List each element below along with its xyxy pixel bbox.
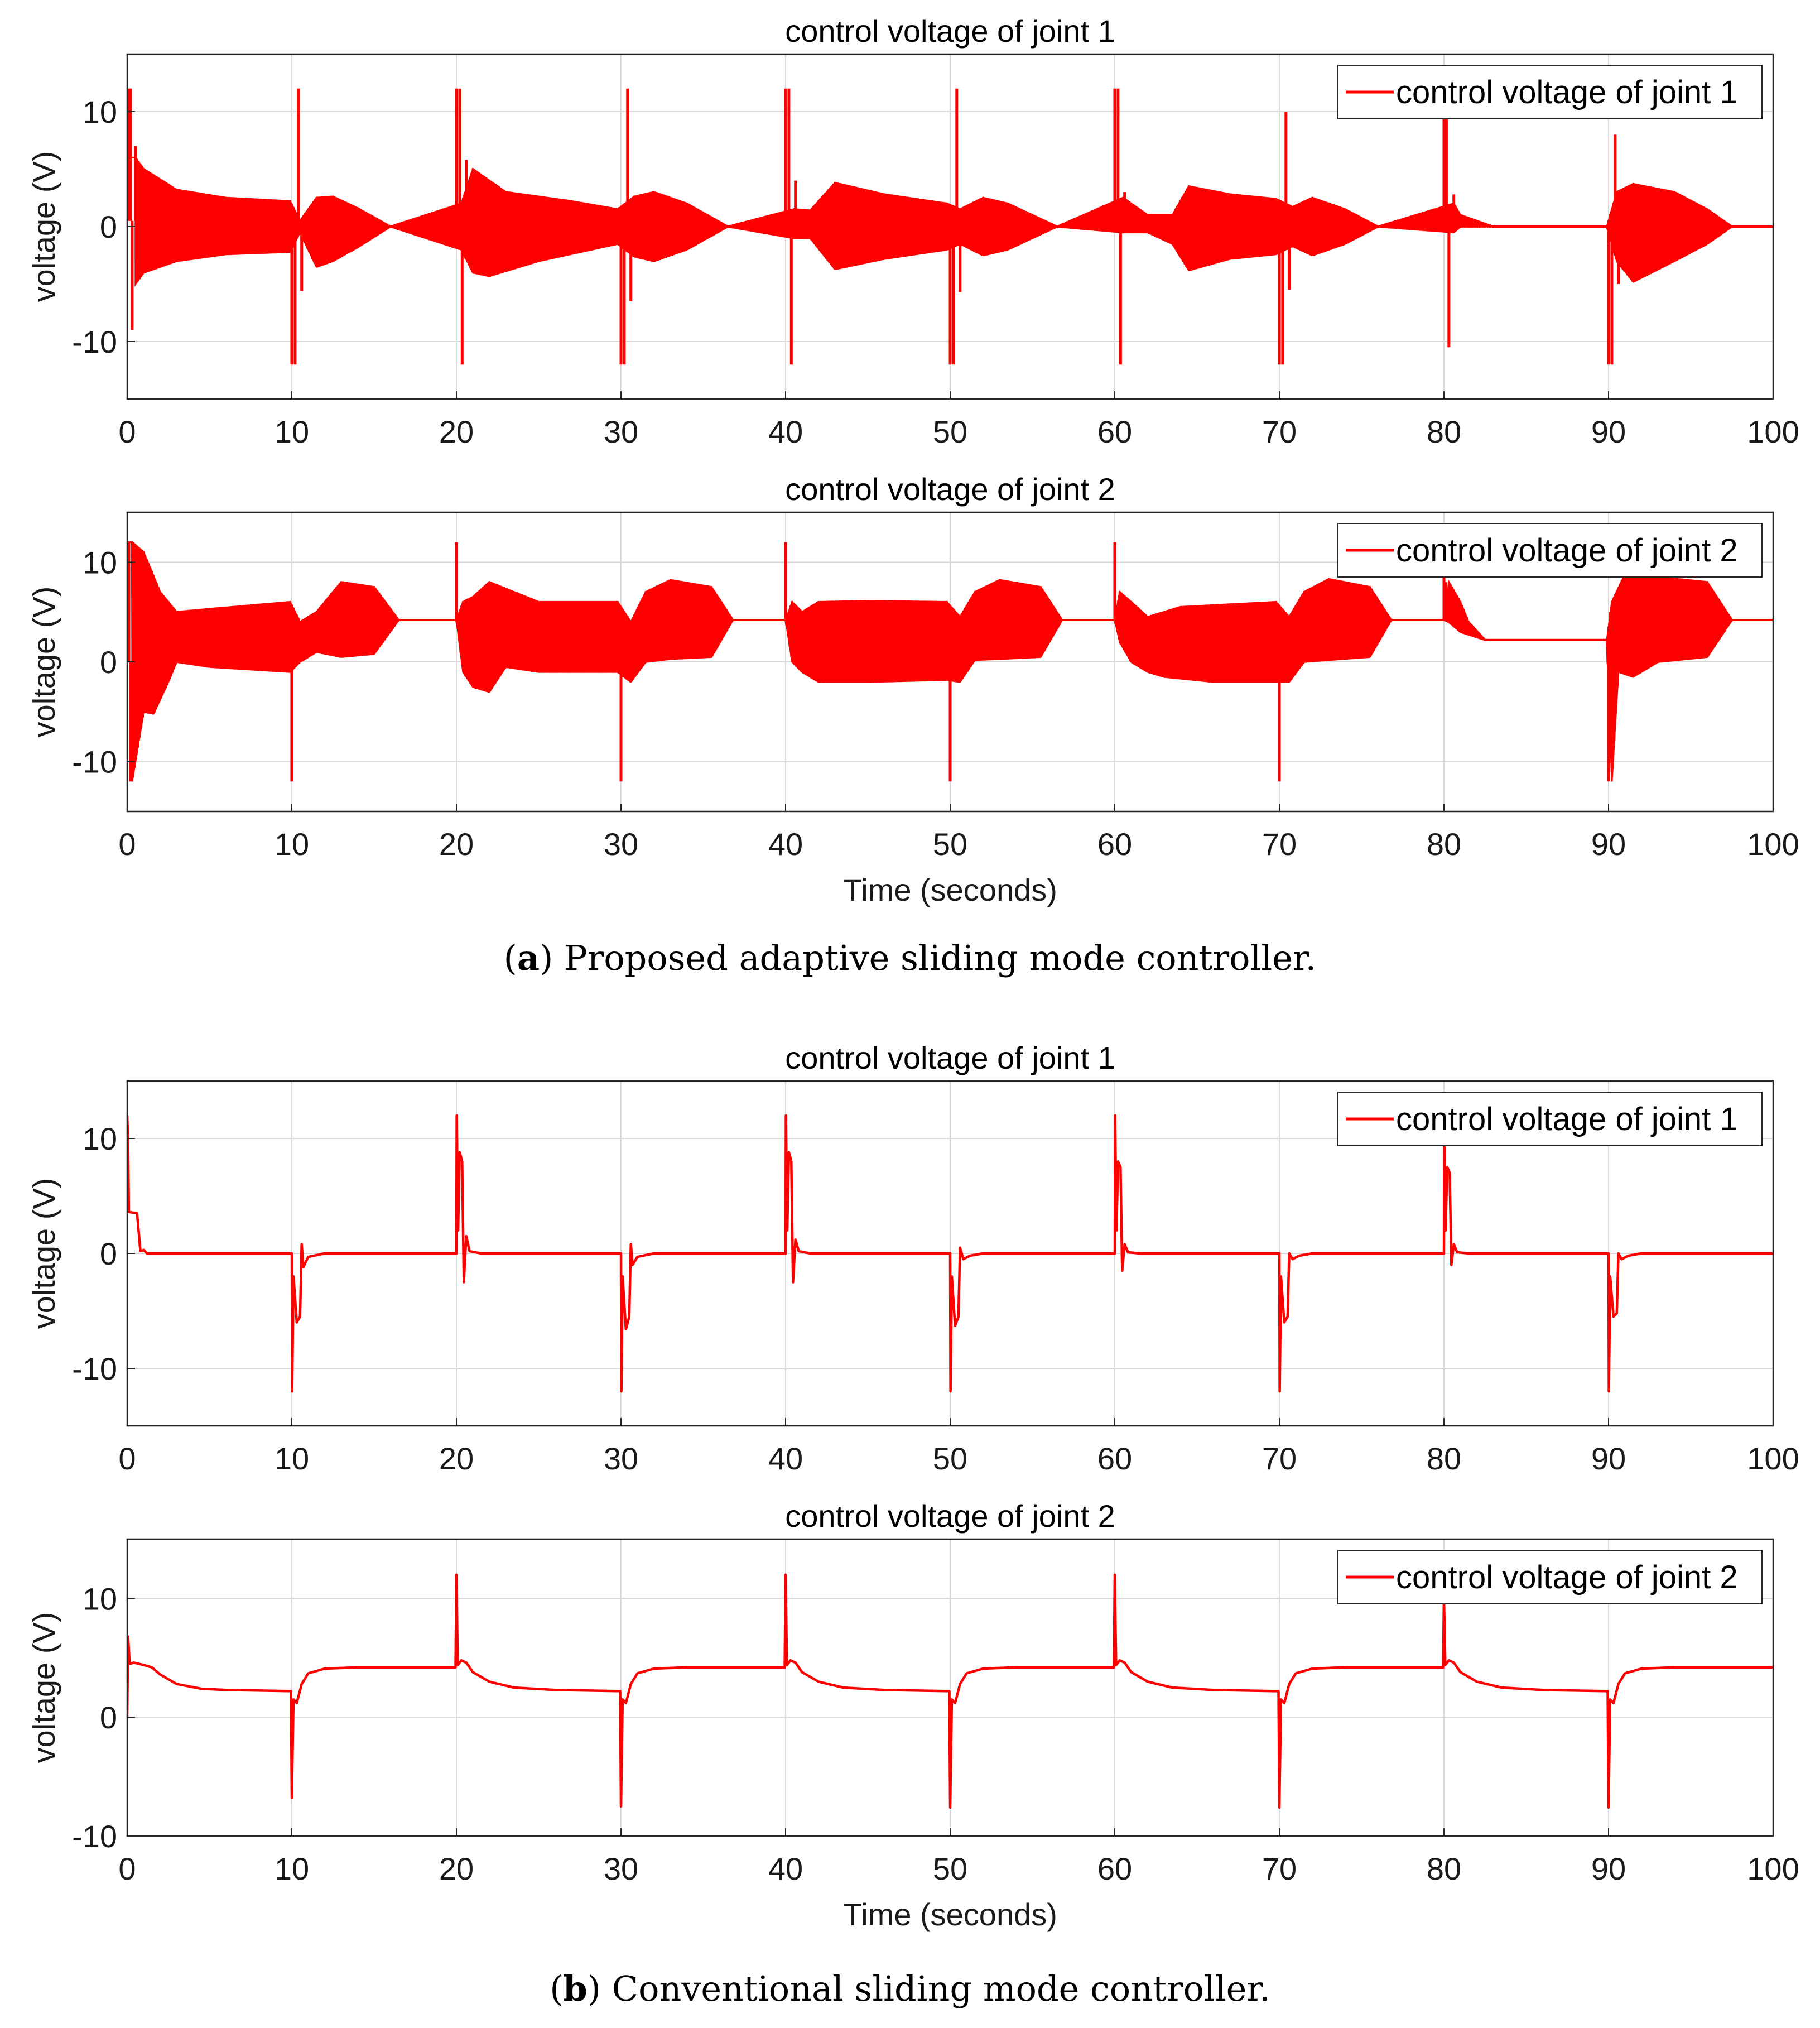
subplot-title: control voltage of joint 2 — [785, 1498, 1115, 1534]
y-axis-label: voltage (V) — [26, 1612, 61, 1763]
y-tick-label: 10 — [83, 1121, 117, 1156]
legend-label: control voltage of joint 1 — [1396, 74, 1738, 110]
legend-box — [1337, 1092, 1763, 1146]
series-line — [127, 1573, 1773, 1809]
x-tick-label: 40 — [768, 414, 803, 449]
legend-box — [1337, 1550, 1763, 1604]
caption-a-text: Proposed adaptive sliding mode controlle… — [564, 938, 1316, 978]
legend-label: control voltage of joint 2 — [1396, 1559, 1738, 1596]
subplot-a-2: 0 10 20 30 40 50 60 70 80 90 100 -10 0 10 control volt… — [26, 472, 1799, 907]
legend-label: control voltage of joint 1 — [1396, 1101, 1738, 1137]
series-group — [127, 88, 1773, 365]
x-tick-label: 10 — [275, 1851, 309, 1886]
legend-label: control voltage of joint 2 — [1396, 532, 1738, 569]
x-tick-label: 90 — [1591, 1851, 1626, 1886]
caption-b: (b) Conventional sliding mode controller… — [550, 1968, 1270, 2009]
x-tick-label: 10 — [275, 1441, 309, 1476]
x-tick-label: 40 — [768, 826, 803, 862]
y-tick-label: -10 — [72, 1351, 117, 1386]
caption-a-letter: a — [517, 938, 540, 978]
x-tick-label: 70 — [1262, 826, 1297, 862]
x-tick-label: 60 — [1097, 1441, 1132, 1476]
subplot-a-1: 0 10 20 30 40 50 60 70 80 90 100 -10 0 10 control volt… — [26, 13, 1799, 449]
x-tick-label: 0 — [118, 826, 136, 862]
x-tick-label: 30 — [604, 1851, 638, 1886]
x-tick-label: 40 — [768, 1851, 803, 1886]
x-tick-label: 0 — [118, 1441, 136, 1476]
x-tick-label: 0 — [118, 1851, 136, 1886]
x-tick-label: 70 — [1262, 414, 1297, 449]
x-tick-label: 90 — [1591, 414, 1626, 449]
y-axis-label: voltage (V) — [26, 1178, 61, 1329]
x-tick-label: 60 — [1097, 414, 1132, 449]
legend-box — [1337, 65, 1763, 119]
caption-b-letter: b — [563, 1968, 587, 2009]
x-tick-label: 60 — [1097, 826, 1132, 862]
x-tick-label: 90 — [1591, 1441, 1626, 1476]
y-tick-label: -10 — [72, 744, 117, 780]
y-axis-label: voltage (V) — [26, 151, 61, 302]
x-tick-label: 80 — [1427, 1851, 1461, 1886]
series-line — [127, 1114, 1773, 1393]
x-axis-label: Time (seconds) — [843, 872, 1057, 907]
y-tick-label: 0 — [100, 1236, 117, 1271]
x-tick-label: 80 — [1427, 1441, 1461, 1476]
x-tick-label: 70 — [1262, 1441, 1297, 1476]
x-tick-label: 100 — [1747, 1851, 1799, 1886]
x-tick-label: 80 — [1427, 826, 1461, 862]
y-tick-label: 0 — [100, 1700, 117, 1735]
x-tick-label: 70 — [1262, 1851, 1297, 1886]
x-tick-label: 0 — [118, 414, 136, 449]
y-axis-label: voltage (V) — [26, 587, 61, 738]
x-tick-label: 10 — [275, 826, 309, 862]
x-tick-label: 30 — [604, 414, 638, 449]
x-tick-label: 50 — [933, 1441, 967, 1476]
series-group — [127, 541, 1773, 782]
subplot-title: control voltage of joint 2 — [785, 472, 1115, 507]
x-tick-label: 30 — [604, 1441, 638, 1476]
x-tick-label: 50 — [933, 414, 967, 449]
x-tick-label: 100 — [1747, 414, 1799, 449]
y-tick-label: 0 — [100, 209, 117, 244]
x-tick-label: 30 — [604, 826, 638, 862]
y-tick-label: 0 — [100, 645, 117, 680]
x-tick-label: 50 — [933, 826, 967, 862]
caption-b-text: Conventional sliding mode controller. — [612, 1968, 1270, 2009]
x-tick-label: 40 — [768, 1441, 803, 1476]
x-axis-label: Time (seconds) — [843, 1897, 1057, 1932]
x-tick-label: 80 — [1427, 414, 1461, 449]
subplot-b-1: 0 10 20 30 40 50 60 70 80 90 100 -10 0 10 control volt… — [26, 1040, 1799, 1476]
series-group — [127, 1114, 1773, 1393]
y-tick-label: 10 — [83, 1581, 117, 1616]
x-tick-label: 20 — [439, 1441, 474, 1476]
x-tick-label: 100 — [1747, 1441, 1799, 1476]
x-tick-label: 50 — [933, 1851, 967, 1886]
x-tick-label: 90 — [1591, 826, 1626, 862]
x-tick-label: 20 — [439, 826, 474, 862]
x-tick-label: 60 — [1097, 1851, 1132, 1886]
x-tick-label: 20 — [439, 1851, 474, 1886]
subplot-title: control voltage of joint 1 — [785, 1040, 1115, 1075]
x-tick-label: 20 — [439, 414, 474, 449]
y-tick-label: -10 — [72, 324, 117, 359]
x-tick-label: 100 — [1747, 826, 1799, 862]
y-tick-label: 10 — [83, 545, 117, 580]
series-envelope — [134, 156, 1773, 287]
y-tick-label: 10 — [83, 94, 117, 129]
y-tick-label: -10 — [72, 1819, 117, 1854]
x-tick-label: 10 — [275, 414, 309, 449]
series-envelope — [129, 541, 1773, 782]
legend-box — [1337, 523, 1763, 578]
subplot-title: control voltage of joint 1 — [785, 13, 1115, 49]
series-group — [127, 1573, 1773, 1809]
caption-a: (a) Proposed adaptive sliding mode contr… — [504, 938, 1317, 978]
